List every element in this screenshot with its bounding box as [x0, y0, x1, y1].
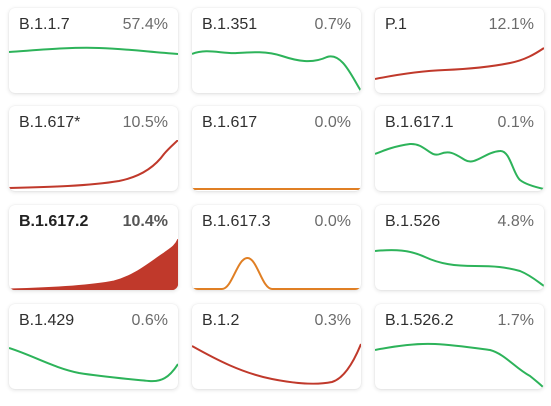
- variant-sparkline: [375, 47, 544, 80]
- variant-sparkline: [9, 140, 178, 189]
- variant-name: B.1.617*: [19, 114, 81, 131]
- variant-sparkline: [192, 188, 361, 190]
- variant-sparkline: [192, 50, 361, 92]
- variant-card-b1526[interactable]: B.1.526 4.8%: [375, 205, 544, 290]
- variant-sparkline: [9, 347, 178, 383]
- variant-name: B.1.429: [19, 312, 75, 329]
- variant-sparkline: [9, 239, 178, 290]
- variant-card-b1351[interactable]: B.1.351 0.7%: [192, 8, 361, 93]
- variant-percent: 0.0%: [314, 213, 351, 230]
- variant-percent: 12.1%: [488, 16, 534, 33]
- variant-card-b16173[interactable]: B.1.617.3 0.0%: [192, 205, 361, 290]
- variant-name: B.1.526: [385, 213, 441, 230]
- variant-card-b1617-star[interactable]: B.1.617* 10.5%: [9, 106, 178, 191]
- variant-sparkline: [375, 342, 544, 389]
- variant-card-b16171[interactable]: B.1.617.1 0.1%: [375, 106, 544, 191]
- variant-card-p1[interactable]: P.1 12.1%: [375, 8, 544, 93]
- variant-card-b12[interactable]: B.1.2 0.3%: [192, 304, 361, 389]
- variant-percent: 0.0%: [314, 114, 351, 131]
- variant-sparkline: [375, 142, 544, 190]
- variant-percent: 57.4%: [122, 16, 168, 33]
- variant-percent: 0.6%: [131, 312, 168, 329]
- variant-name: B.1.617.3: [202, 213, 271, 230]
- variant-name: B.1.526.2: [385, 312, 454, 329]
- variant-name: B.1.617: [202, 114, 258, 131]
- variant-card-b1429[interactable]: B.1.429 0.6%: [9, 304, 178, 389]
- variant-percent: 4.8%: [497, 213, 534, 230]
- variant-percent: 0.3%: [314, 312, 351, 329]
- variant-card-b16172[interactable]: B.1.617.2 10.4%: [9, 205, 178, 290]
- variant-card-b1617[interactable]: B.1.617 0.0%: [192, 106, 361, 191]
- variant-name: B.1.617.1: [385, 114, 454, 131]
- variant-sparkline: [192, 343, 361, 385]
- variant-sparkline: [375, 249, 544, 287]
- variant-name: P.1: [385, 16, 407, 33]
- variant-percent: 0.1%: [497, 114, 534, 131]
- variant-name: B.1.351: [202, 16, 258, 33]
- variant-sparkline: [9, 46, 178, 55]
- variant-percent: 10.5%: [122, 114, 168, 131]
- variant-name: B.1.2: [202, 312, 240, 329]
- variant-sparkline: [192, 257, 361, 290]
- variant-name: B.1.1.7: [19, 16, 70, 33]
- variant-card-b15262[interactable]: B.1.526.2 1.7%: [375, 304, 544, 389]
- variant-percent: 1.7%: [497, 312, 534, 329]
- variant-percent: 10.4%: [122, 213, 168, 230]
- variant-percent: 0.7%: [314, 16, 351, 33]
- variant-card-b117[interactable]: B.1.1.7 57.4%: [9, 8, 178, 93]
- variant-name: B.1.617.2: [19, 213, 89, 230]
